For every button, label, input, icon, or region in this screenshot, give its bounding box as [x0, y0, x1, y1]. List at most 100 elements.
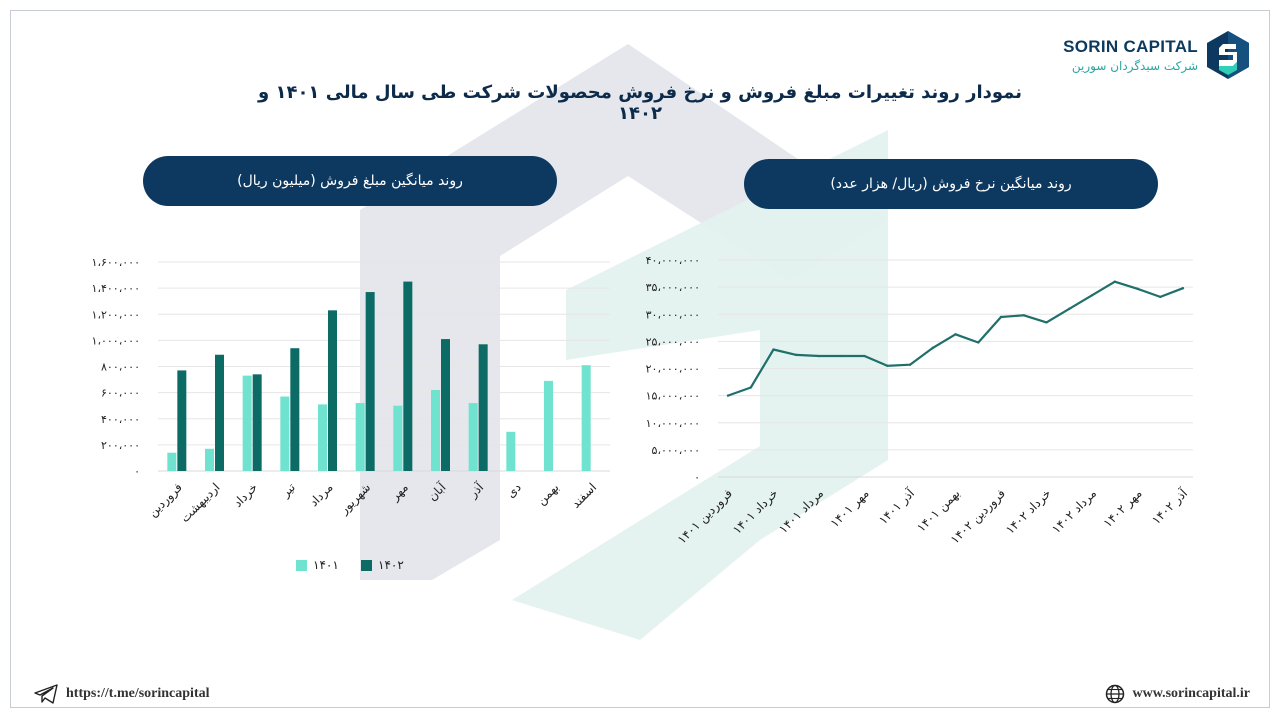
brand-name-en: SORIN CAPITAL [1063, 37, 1198, 56]
bar-۱۴۰۲ [403, 281, 413, 471]
legend-swatch-1401 [296, 560, 307, 571]
bar-x-tick-label: مهر [387, 480, 411, 504]
line-point [977, 341, 980, 344]
line-y-tick-label: ۱۵،۰۰۰،۰۰۰ [646, 390, 700, 403]
line-point [1068, 307, 1071, 311]
globe-icon [1105, 684, 1124, 704]
bar-chart-title: روند میانگین مبلغ فروش (میلیون ریال) [143, 156, 557, 206]
legend-label-1401: ۱۴۰۱ [313, 558, 339, 572]
bar-۱۴۰۱ [544, 380, 553, 471]
bar-x-tick-label: خرداد [231, 480, 261, 510]
line-point [886, 364, 889, 367]
footer-website[interactable]: www.sorincapital.ir [1105, 684, 1250, 704]
line-point [749, 386, 752, 389]
line-chart-title: روند میانگین نرخ فروش (ریال/ هزار عدد) [744, 159, 1158, 209]
line-series-path [727, 280, 1184, 397]
line-y-tick-label: ۴۰،۰۰۰،۰۰۰ [646, 254, 700, 267]
bar-y-tick-label: ۱،۴۰۰،۰۰۰ [92, 282, 140, 295]
brand-logo: SORIN CAPITAL شرکت سبدگردان سورین [1063, 30, 1250, 80]
bar-۱۴۰۲ [252, 374, 262, 471]
bar-x-tick-label: آذر [465, 479, 488, 502]
bar-۱۴۰۱ [280, 396, 290, 471]
line-x-tick-label: آذر ۱۴۰۲ [1148, 485, 1191, 528]
bar-۱۴۰۲ [478, 344, 488, 471]
bar-۱۴۰۲ [177, 370, 187, 471]
line-x-tick-label: خرداد ۱۴۰۱ [730, 486, 781, 537]
bar-y-tick-label: ۲۰۰،۰۰۰ [101, 439, 140, 452]
bar-y-tick-label: ۰ [134, 465, 140, 478]
line-point [954, 333, 957, 336]
line-y-tick-label: ۲۵،۰۰۰،۰۰۰ [646, 335, 700, 348]
bar-x-tick-label: اسفند [569, 480, 600, 511]
legend-swatch-1402 [361, 560, 372, 571]
line-point [1022, 314, 1025, 317]
line-point [931, 346, 934, 350]
line-y-tick-label: ۱۰،۰۰۰،۰۰۰ [646, 417, 700, 430]
bar-x-tick-label: آبان [424, 479, 449, 504]
bar-۱۴۰۱ [167, 452, 177, 471]
bar-y-tick-label: ۱،۶۰۰،۰۰۰ [92, 256, 140, 269]
line-point [863, 354, 866, 358]
line-point [999, 315, 1003, 319]
bar-۱۴۰۲ [328, 310, 337, 471]
bar-۱۴۰۲ [290, 348, 300, 471]
line-y-tick-label: ۰ [694, 471, 700, 484]
bar-۱۴۰۱ [581, 365, 591, 471]
bar-y-tick-label: ۱،۰۰۰،۰۰۰ [92, 334, 140, 347]
line-point [1113, 280, 1116, 283]
bar-x-tick-label: مرداد [307, 480, 337, 510]
page-title: نمودار روند تغییرات مبلغ فروش و نرخ فروش… [258, 82, 1022, 124]
bar-۱۴۰۱ [355, 403, 365, 471]
brand-name-fa: شرکت سبدگردان سورین [1071, 59, 1198, 73]
line-point [908, 363, 912, 366]
line-point [1181, 287, 1185, 290]
line-y-tick-label: ۳۵،۰۰۰،۰۰۰ [646, 281, 700, 294]
bar-y-tick-label: ۸۰۰،۰۰۰ [101, 361, 140, 374]
bar-y-tick-label: ۱،۲۰۰،۰۰۰ [92, 308, 140, 321]
bar-x-tick-label: شهریور [336, 480, 374, 518]
line-point [795, 353, 798, 357]
line-point [1045, 321, 1048, 324]
line-x-tick-label: مرداد ۱۴۰۱ [776, 486, 827, 537]
line-point [1159, 295, 1162, 299]
bar-۱۴۰۲ [441, 339, 450, 471]
bar-y-tick-label: ۴۰۰،۰۰۰ [101, 413, 140, 426]
bar-x-tick-label: دی [504, 480, 524, 500]
sorin-logo-icon [1207, 31, 1249, 79]
bar-۱۴۰۱ [431, 390, 440, 471]
line-point [840, 354, 843, 358]
bar-۱۴۰۱ [468, 403, 478, 471]
bar-x-tick-label: تیر [278, 480, 299, 501]
line-x-tick-label: مهر ۱۴۰۲ [1101, 486, 1146, 531]
line-y-tick-label: ۳۰،۰۰۰،۰۰۰ [646, 308, 700, 321]
bar-۱۴۰۱ [506, 431, 516, 471]
bar-۱۴۰۲ [215, 354, 224, 471]
line-x-tick-label: آذر ۱۴۰۱ [875, 485, 918, 528]
line-point [1136, 287, 1139, 290]
bar-y-tick-label: ۶۰۰،۰۰۰ [101, 387, 140, 400]
website-link[interactable]: www.sorincapital.ir [1132, 686, 1250, 701]
page-frame [10, 10, 1270, 708]
line-x-tick-label: مرداد ۱۴۰۲ [1049, 486, 1100, 537]
line-point [726, 394, 730, 397]
brand-text: SORIN CAPITAL شرکت سبدگردان سورین [1063, 37, 1198, 73]
bar-۱۴۰۱ [318, 404, 327, 471]
bar-۱۴۰۲ [365, 292, 375, 471]
bar-۱۴۰۱ [205, 448, 214, 471]
line-x-tick-label: خرداد ۱۴۰۲ [1003, 486, 1054, 537]
telegram-link[interactable]: https://t.me/sorincapital [66, 686, 210, 701]
bar-x-tick-label: بهمن [534, 480, 562, 508]
legend-label-1402: ۱۴۰۲ [378, 558, 404, 572]
line-y-tick-label: ۲۰،۰۰۰،۰۰۰ [646, 363, 700, 376]
line-point [1090, 294, 1094, 297]
line-y-tick-label: ۵،۰۰۰،۰۰۰ [652, 444, 700, 457]
bar-۱۴۰۱ [393, 405, 403, 471]
bar-۱۴۰۱ [242, 375, 252, 471]
bar-x-tick-label: اردیبهشت [178, 480, 224, 526]
line-point [817, 354, 821, 358]
line-x-tick-label: فروردین ۱۴۰۱ [675, 486, 736, 547]
line-x-tick-label: مهر ۱۴۰۱ [828, 486, 873, 531]
footer-telegram[interactable]: https://t.me/sorincapital [34, 684, 210, 704]
line-point [772, 348, 775, 351]
